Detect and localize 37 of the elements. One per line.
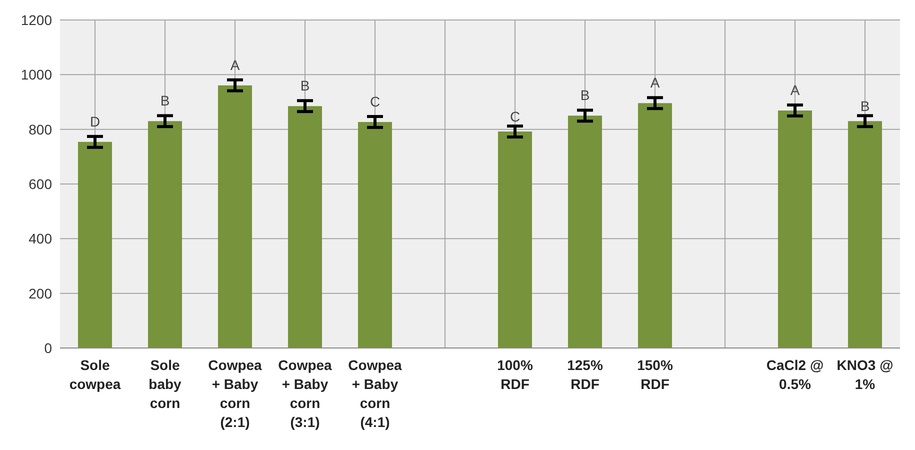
data-label: A	[650, 74, 660, 91]
x-tick-label: 150% RDF	[637, 357, 674, 392]
bar	[288, 106, 322, 348]
bar	[358, 122, 392, 348]
data-label: B	[860, 98, 870, 114]
y-tick-label: 1000	[20, 66, 52, 83]
bar	[638, 103, 672, 348]
bar	[778, 110, 812, 348]
y-tick-label: 400	[28, 230, 52, 247]
bar	[78, 142, 112, 348]
x-tick-label: KNO3 @ 1%	[836, 357, 894, 392]
y-tick-label: 200	[28, 285, 52, 302]
data-label: C	[370, 93, 380, 110]
x-tick-label: 125% RDF	[567, 357, 604, 392]
y-tick-label: 800	[28, 121, 52, 138]
bar	[218, 85, 252, 348]
data-label: B	[160, 92, 170, 109]
data-label: A	[230, 56, 240, 73]
x-tick-label: Cowpea + Baby corn (4:1)	[348, 357, 402, 430]
x-tick-label: 100% RDF	[497, 357, 534, 392]
data-label: B	[300, 78, 310, 94]
y-tick-label: 0	[44, 340, 52, 356]
bar	[498, 132, 532, 348]
bar	[848, 121, 882, 348]
data-label: A	[790, 82, 800, 98]
x-tick-label: Cowpea + Baby corn (2:1)	[208, 357, 262, 430]
data-label: C	[510, 108, 520, 125]
y-tick-label: 1200	[20, 12, 52, 28]
x-tick-label: CaCl2 @ 0.5%	[766, 357, 824, 392]
bar	[148, 121, 182, 348]
data-label: B	[580, 87, 590, 104]
x-tick-label: Cowpea + Baby corn (3:1)	[278, 357, 332, 430]
data-label: D	[90, 113, 100, 130]
x-tick-label: Sole cowpea	[69, 357, 121, 392]
bar	[568, 116, 602, 348]
y-tick-label: 600	[28, 176, 52, 192]
x-tick-label: Sole baby corn	[148, 357, 182, 411]
